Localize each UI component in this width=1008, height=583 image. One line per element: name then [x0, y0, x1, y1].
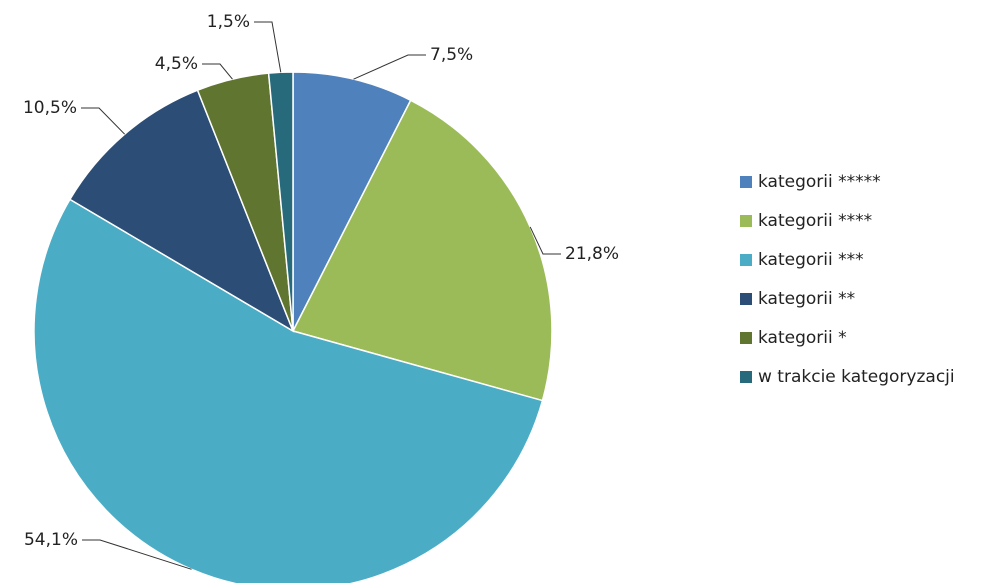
legend-label: w trakcie kategoryzacji	[758, 367, 955, 387]
legend-label: kategorii *	[758, 328, 847, 348]
legend-swatch	[740, 332, 752, 344]
legend-swatch	[740, 371, 752, 383]
legend-swatch	[740, 176, 752, 188]
legend-swatch	[740, 254, 752, 266]
leader-line	[202, 63, 233, 80]
leader-line	[353, 54, 426, 80]
data-label: 21,8%	[565, 244, 619, 264]
leader-line	[529, 226, 561, 255]
leader-line	[81, 107, 126, 135]
data-label: 54,1%	[24, 530, 78, 550]
legend-swatch	[740, 293, 752, 305]
pie-slice	[267, 71, 294, 332]
data-label: 7,5%	[430, 45, 473, 65]
data-label: 10,5%	[23, 98, 77, 118]
pie-slice	[291, 99, 553, 402]
legend-label: kategorii ****	[758, 211, 872, 231]
data-label: 1,5%	[207, 12, 250, 32]
pie-slice	[68, 89, 295, 333]
pie-slice	[33, 198, 544, 583]
legend-label: kategorii **	[758, 289, 855, 309]
data-label: 4,5%	[155, 54, 198, 74]
leader-line	[254, 21, 282, 73]
pie-slice	[292, 71, 412, 332]
legend-swatch	[740, 215, 752, 227]
legend-label: kategorii *****	[758, 172, 881, 192]
leader-line	[82, 539, 192, 570]
legend-label: kategorii ***	[758, 250, 864, 270]
